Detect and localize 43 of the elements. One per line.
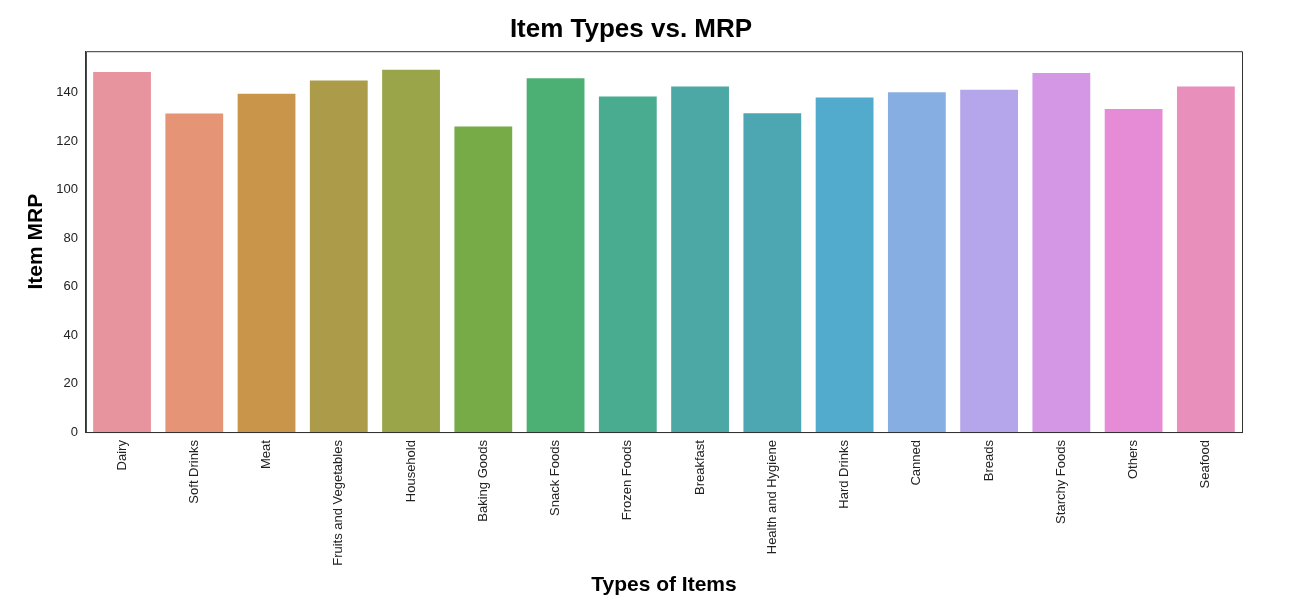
y-tick-label: 0 xyxy=(70,423,78,439)
y-tick-label: 100 xyxy=(56,181,78,197)
x-tick-label: Fruits and Vegetables xyxy=(330,439,346,566)
bar xyxy=(382,69,440,433)
y-tick-label: 120 xyxy=(56,132,78,148)
y-tick-label: 20 xyxy=(63,375,78,391)
x-tick-label: Hard Drinks xyxy=(836,439,852,509)
x-axis-title: Types of Items xyxy=(591,572,737,596)
bar xyxy=(743,113,802,433)
x-tick-label: Dairy xyxy=(113,439,129,471)
x-tick-label: Snack Foods xyxy=(547,439,563,516)
bar xyxy=(309,80,368,433)
bar xyxy=(960,89,1018,433)
y-tick-label: 40 xyxy=(63,326,78,342)
bar xyxy=(526,78,585,433)
y-tick-label: 60 xyxy=(63,278,78,294)
bar xyxy=(887,92,946,433)
bar xyxy=(815,97,874,433)
bar xyxy=(671,86,729,433)
x-tick-label: Baking Goods xyxy=(474,439,490,522)
y-axis-title: Item MRP xyxy=(23,193,47,290)
x-tick-label: Seafood xyxy=(1197,440,1213,489)
x-tick-label: Frozen Foods xyxy=(619,439,635,521)
bar xyxy=(1176,86,1235,433)
x-tick-label: Canned xyxy=(908,440,924,486)
bar xyxy=(1104,108,1163,433)
x-tick-label: Breads xyxy=(980,439,996,482)
bar xyxy=(454,126,513,433)
chart-title: Item Types vs. MRP xyxy=(509,12,753,43)
x-tick-label: Meat xyxy=(258,439,274,469)
y-tick-label: 80 xyxy=(63,229,78,245)
bar xyxy=(1032,73,1091,433)
bar xyxy=(598,96,657,433)
bar xyxy=(93,72,151,433)
bar xyxy=(165,113,224,433)
x-tick-label: Others xyxy=(1125,439,1141,480)
x-tick-label: Soft Drinks xyxy=(185,439,201,504)
x-tick-label: Household xyxy=(402,440,418,503)
x-tick-label: Health and Hygiene xyxy=(763,440,779,555)
bar xyxy=(237,93,296,433)
y-tick-label: 140 xyxy=(56,84,78,100)
x-tick-label: Starchy Foods xyxy=(1052,439,1068,524)
x-tick-label: Breakfast xyxy=(691,439,707,495)
